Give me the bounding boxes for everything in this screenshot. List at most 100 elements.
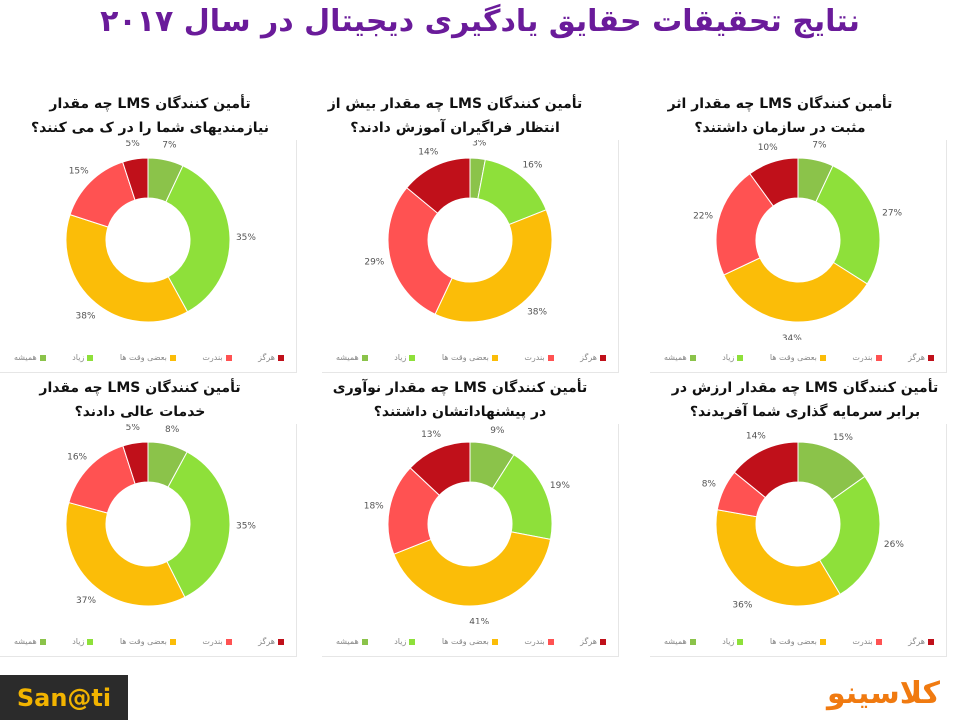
data-label: 36% (732, 601, 752, 611)
page-title: نتایج تحقیقات حقایق یادگیری دیجیتال در س… (100, 4, 860, 39)
legend-item: زیاد (722, 637, 744, 646)
data-label: 8% (165, 425, 180, 435)
data-label: 7% (812, 140, 827, 150)
legend-label: هرگز (908, 353, 925, 362)
legend-swatch (875, 638, 882, 645)
donut-chart: 8% 35% 37% 16% 5% (65, 424, 256, 607)
donut-chart: 15% 26% 36% 8% 14% (702, 432, 905, 611)
legend-item: بندرت (202, 637, 232, 646)
legend-item: بندرت (852, 637, 882, 646)
legend-label: بندرت (524, 637, 545, 646)
legend-item: هرگز (258, 637, 284, 646)
data-label: 38% (527, 307, 547, 317)
data-label: 7% (162, 140, 177, 150)
data-label: 9% (490, 426, 505, 436)
legend-item: بعضی وقت ها (120, 353, 176, 362)
data-label: 3% (472, 140, 487, 148)
legend-swatch (737, 638, 744, 645)
legend-label: هرگز (258, 353, 275, 362)
legend-swatch (39, 638, 46, 645)
legend-label: زیاد (394, 353, 407, 362)
chart-panel: 15% 26% 36% 8% 14% همیشه زیاد بعضی وقت ها بندرت ه… (650, 424, 947, 657)
data-label: 35% (236, 522, 256, 532)
donut-slice (65, 214, 189, 323)
legend-label: زیاد (722, 353, 735, 362)
chart-legend: همیشه زیاد بعضی وقت ها بندرت هرگز (336, 637, 606, 646)
legend-item: بندرت (524, 353, 554, 362)
legend-swatch (689, 638, 696, 645)
legend-label: بندرت (524, 353, 545, 362)
legend-label: زیاد (72, 353, 85, 362)
data-label: 22% (693, 212, 713, 222)
legend-label: هرگز (908, 637, 925, 646)
legend-swatch (225, 354, 232, 361)
legend-label: همیشه (664, 353, 687, 362)
legend-label: هرگز (580, 353, 597, 362)
legend-item: زیاد (394, 353, 416, 362)
legend-item: زیاد (722, 353, 744, 362)
legend-swatch (927, 354, 934, 361)
legend-swatch (491, 354, 498, 361)
legend-item: بعضی وقت ها (442, 637, 498, 646)
legend-label: بندرت (852, 637, 873, 646)
chart-legend: همیشه زیاد بعضی وقت ها بندرت هرگز (664, 353, 934, 362)
legend-swatch (547, 638, 554, 645)
legend-swatch (169, 638, 176, 645)
donut-slice (723, 257, 868, 323)
legend-swatch (927, 638, 934, 645)
legend-item: زیاد (394, 637, 416, 646)
chart-legend: همیشه زیاد بعضی وقت ها بندرت هرگز (664, 637, 934, 646)
legend-label: بندرت (852, 353, 873, 362)
legend-item: هرگز (580, 637, 606, 646)
legend-swatch (225, 638, 232, 645)
legend-item: همیشه (14, 637, 46, 646)
legend-swatch (361, 638, 368, 645)
legend-swatch (277, 354, 284, 361)
legend-label: بعضی وقت ها (119, 637, 167, 646)
data-label: 16% (67, 452, 87, 462)
legend-label: همیشه (14, 353, 37, 362)
legend-label: بندرت (202, 637, 223, 646)
donut-slice (749, 157, 799, 207)
donut-slice (406, 157, 471, 214)
santi-logo: San@ti (0, 675, 128, 720)
donut-slice (715, 172, 775, 276)
chart-panel: 7% 27% 34% 22% 10% همیشه زیاد بعضی وقت ها بندرت ه… (650, 140, 947, 373)
chart-panel: 7% 35% 38% 15% 5% همیشه زیاد بعضی وقت ها بندرت هر… (0, 140, 297, 373)
legend-swatch (599, 354, 606, 361)
legend-item: بعضی وقت ها (120, 637, 176, 646)
data-label: 15% (833, 433, 853, 443)
data-label: 35% (236, 233, 256, 243)
legend-swatch (169, 354, 176, 361)
chart-panel: 3% 16% 38% 29% 14% همیشه زیاد بعضی وقت ها بندرت ه… (322, 140, 619, 373)
legend-label: هرگز (258, 637, 275, 646)
donut-slice (65, 501, 186, 607)
donut-chart: 9% 19% 41% 18% 13% (364, 426, 571, 624)
data-label: 29% (364, 257, 384, 267)
data-label: 5% (126, 424, 141, 433)
legend-item: بندرت (524, 637, 554, 646)
legend-item: بعضی وقت ها (770, 353, 826, 362)
chart-panel: 8% 35% 37% 16% 5% همیشه زیاد بعضی وقت ها بندرت هر… (0, 424, 297, 657)
legend-label: بعضی وقت ها (441, 353, 489, 362)
legend-swatch (737, 354, 744, 361)
legend-swatch (409, 638, 416, 645)
legend-item: هرگز (580, 353, 606, 362)
legend-item: زیاد (72, 353, 94, 362)
legend-label: بعضی وقت ها (769, 637, 817, 646)
data-label: 16% (522, 160, 542, 170)
chart-panel: 9% 19% 41% 18% 13% همیشه زیاد بعضی وقت ها بندرت ه… (322, 424, 619, 657)
legend-swatch (819, 354, 826, 361)
legend-label: هرگز (580, 637, 597, 646)
donut-slice (122, 441, 149, 485)
donut-chart: 7% 35% 38% 15% 5% (65, 140, 256, 323)
donut-slice (122, 157, 149, 201)
chart-legend: همیشه زیاد بعضی وقت ها بندرت هرگز (336, 353, 606, 362)
donut-chart: 7% 27% 34% 22% 10% (693, 140, 902, 340)
donut-slice (393, 531, 552, 607)
donut-slice (434, 209, 553, 323)
legend-label: همیشه (664, 637, 687, 646)
legend-swatch (39, 354, 46, 361)
legend-item: همیشه (664, 637, 696, 646)
legend-item: همیشه (14, 353, 46, 362)
